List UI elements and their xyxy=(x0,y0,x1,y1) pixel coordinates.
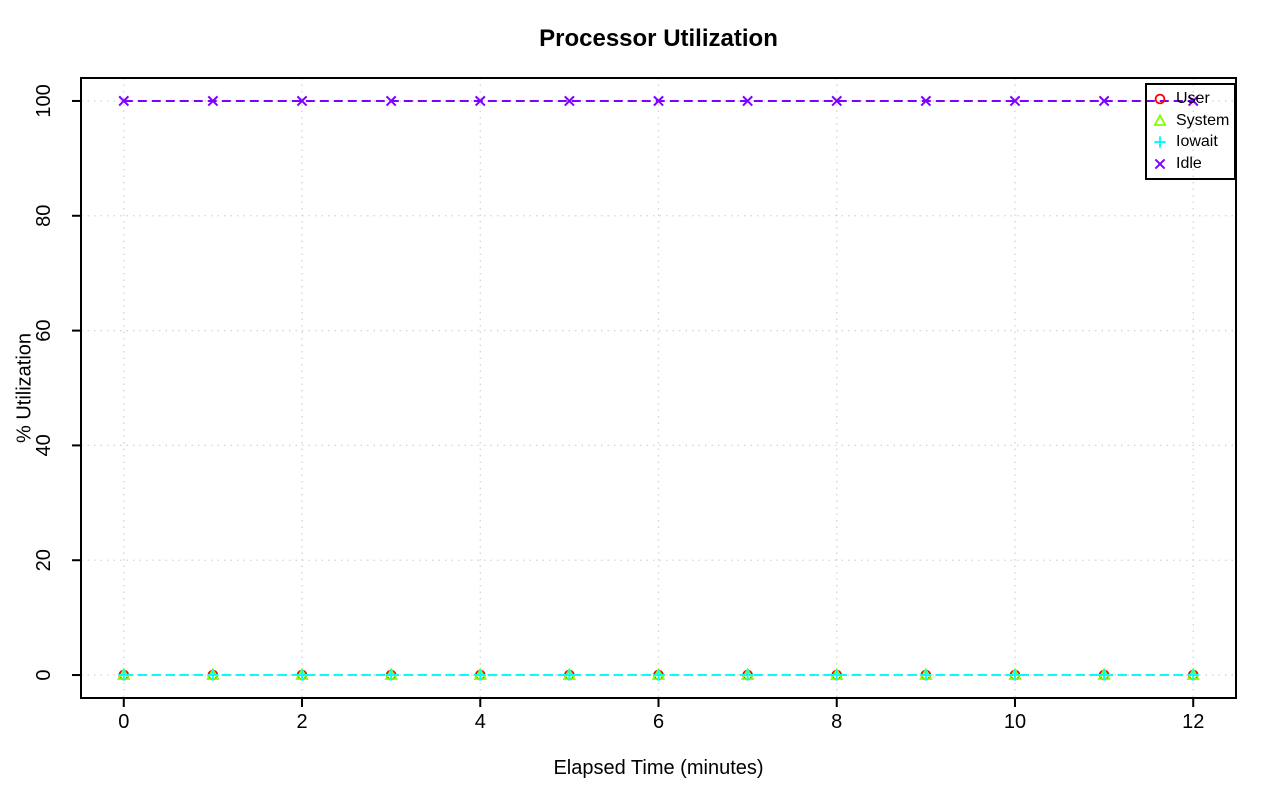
legend-marker-circle xyxy=(1154,93,1166,105)
marker-x xyxy=(474,95,486,107)
marker-x xyxy=(1009,95,1021,107)
legend-item-idle: Idle xyxy=(1151,153,1234,175)
marker-x xyxy=(831,95,843,107)
x-tick-label: 6 xyxy=(653,711,664,733)
marker-plus xyxy=(563,669,575,681)
marker-plus xyxy=(742,669,754,681)
series-idle xyxy=(118,95,1199,107)
marker-x xyxy=(920,95,932,107)
series-iowait xyxy=(118,669,1199,681)
marker-circle xyxy=(1154,93,1166,105)
legend-label: System xyxy=(1176,111,1230,129)
marker-triangle xyxy=(1153,113,1167,126)
x-tick-label: 10 xyxy=(1004,711,1026,733)
marker-plus xyxy=(474,669,486,681)
marker-x xyxy=(653,95,664,107)
marker-x xyxy=(207,95,219,107)
y-tick-label: 60 xyxy=(33,319,55,341)
marker-x xyxy=(1098,95,1110,107)
marker-x xyxy=(296,95,308,107)
legend-marker-plus xyxy=(1154,136,1166,148)
chart-title: Processor Utilization xyxy=(539,25,778,52)
marker-plus xyxy=(207,669,219,681)
y-tick-label: 80 xyxy=(33,205,55,227)
legend-item-user: User xyxy=(1151,89,1234,111)
marker-plus xyxy=(920,669,932,681)
x-tick-label: 12 xyxy=(1182,711,1204,733)
x-tick-label: 4 xyxy=(475,711,486,733)
marker-x xyxy=(1154,158,1166,170)
y-tick-label: 100 xyxy=(33,84,55,117)
marker-plus xyxy=(831,669,843,681)
marker-plus xyxy=(1098,669,1110,681)
marker-x xyxy=(118,95,130,107)
y-tick-label: 0 xyxy=(33,669,55,680)
legend-marker-x xyxy=(1154,158,1166,170)
legend-label: User xyxy=(1176,90,1210,108)
marker-x xyxy=(385,95,397,107)
legend: User System Iowait Idle xyxy=(1145,83,1236,180)
marker-plus xyxy=(652,669,665,681)
marker-x xyxy=(742,95,753,107)
marker-plus xyxy=(1187,669,1199,681)
legend-marker-triangle xyxy=(1153,113,1167,126)
marker-x xyxy=(1187,95,1199,107)
marker-plus xyxy=(296,669,308,681)
legend-label: Idle xyxy=(1176,154,1202,172)
x-axis-label: Elapsed Time (minutes) xyxy=(553,757,764,779)
legend-label: Iowait xyxy=(1176,133,1218,151)
x-tick-label: 0 xyxy=(118,711,129,733)
y-axis-label-text: % Utilization xyxy=(13,332,36,444)
legend-item-system: System xyxy=(1151,110,1234,132)
y-tick-label: 40 xyxy=(33,434,55,456)
y-tick-label: 20 xyxy=(33,549,55,571)
marker-plus xyxy=(1154,136,1166,148)
marker-plus xyxy=(118,669,130,681)
marker-plus xyxy=(1009,669,1021,681)
marker-x xyxy=(564,95,575,107)
marker-plus xyxy=(385,669,397,681)
legend-item-iowait: Iowait xyxy=(1151,132,1234,154)
x-tick-label: 2 xyxy=(296,711,307,733)
x-tick-label: 8 xyxy=(831,711,842,733)
